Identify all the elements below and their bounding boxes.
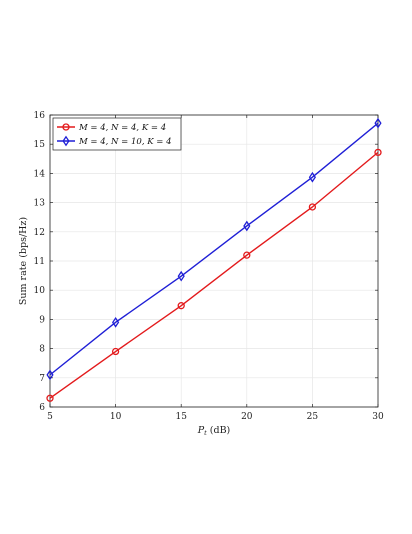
- x-tick-label: 25: [307, 412, 319, 422]
- legend-marker: [62, 123, 70, 131]
- axis-ticks: 5 10 15 20 25 30 6 7 8 9 10 11 12 13 14 15 16: [34, 111, 384, 422]
- y-tick-label: 8: [39, 345, 45, 355]
- y-tick-label: 9: [39, 315, 45, 325]
- data-point-marker: [177, 302, 185, 310]
- data-point-marker: [308, 203, 317, 211]
- data-point-marker: [308, 171, 316, 183]
- x-axis-label: Pt (dB): [197, 425, 231, 437]
- legend: M = 4, N = 4, K = 4 M = 4, N = 10, K = 4: [52, 117, 182, 151]
- y-tick-label: 6: [39, 403, 45, 413]
- data-point-marker: [112, 316, 120, 328]
- x-tick-label: 10: [110, 412, 122, 422]
- legend-item: M = 4, N = 4, K = 4: [57, 123, 166, 133]
- series-line: [49, 122, 379, 376]
- data-point-marker: [374, 148, 382, 157]
- series-2: [46, 117, 382, 381]
- y-tick-label: 7: [39, 374, 45, 384]
- x-tick-label: 20: [241, 412, 253, 422]
- legend-marker: [62, 135, 70, 147]
- legend-item: M = 4, N = 10, K = 4: [57, 135, 172, 147]
- series-line: [49, 151, 379, 399]
- y-tick-label: 11: [34, 257, 45, 267]
- data-point-marker: [243, 251, 251, 259]
- y-tick-label: 13: [34, 199, 46, 209]
- x-tick-label: 5: [47, 412, 53, 422]
- data-point-marker: [111, 347, 120, 356]
- legend-box: [52, 117, 182, 151]
- y-tick-label: 15: [34, 140, 46, 150]
- y-axis-label: Sum rate (bps/Hz): [18, 217, 29, 305]
- legend-label: M = 4, N = 10, K = 4: [78, 137, 172, 147]
- legend-label: M = 4, N = 4, K = 4: [78, 123, 166, 133]
- data-point-marker: [374, 117, 382, 129]
- data-point-marker: [243, 220, 251, 232]
- y-tick-label: 16: [34, 111, 46, 121]
- data-point-marker: [177, 270, 185, 282]
- x-tick-label: 15: [175, 412, 187, 422]
- y-tick-label: 10: [34, 286, 46, 296]
- data-point-marker: [46, 369, 54, 381]
- data-point-marker: [46, 394, 54, 402]
- x-tick-label: 30: [372, 412, 384, 422]
- series-layer: [46, 117, 382, 402]
- series-1: [46, 148, 382, 402]
- y-tick-label: 14: [34, 169, 46, 179]
- y-tick-label: 12: [34, 228, 45, 238]
